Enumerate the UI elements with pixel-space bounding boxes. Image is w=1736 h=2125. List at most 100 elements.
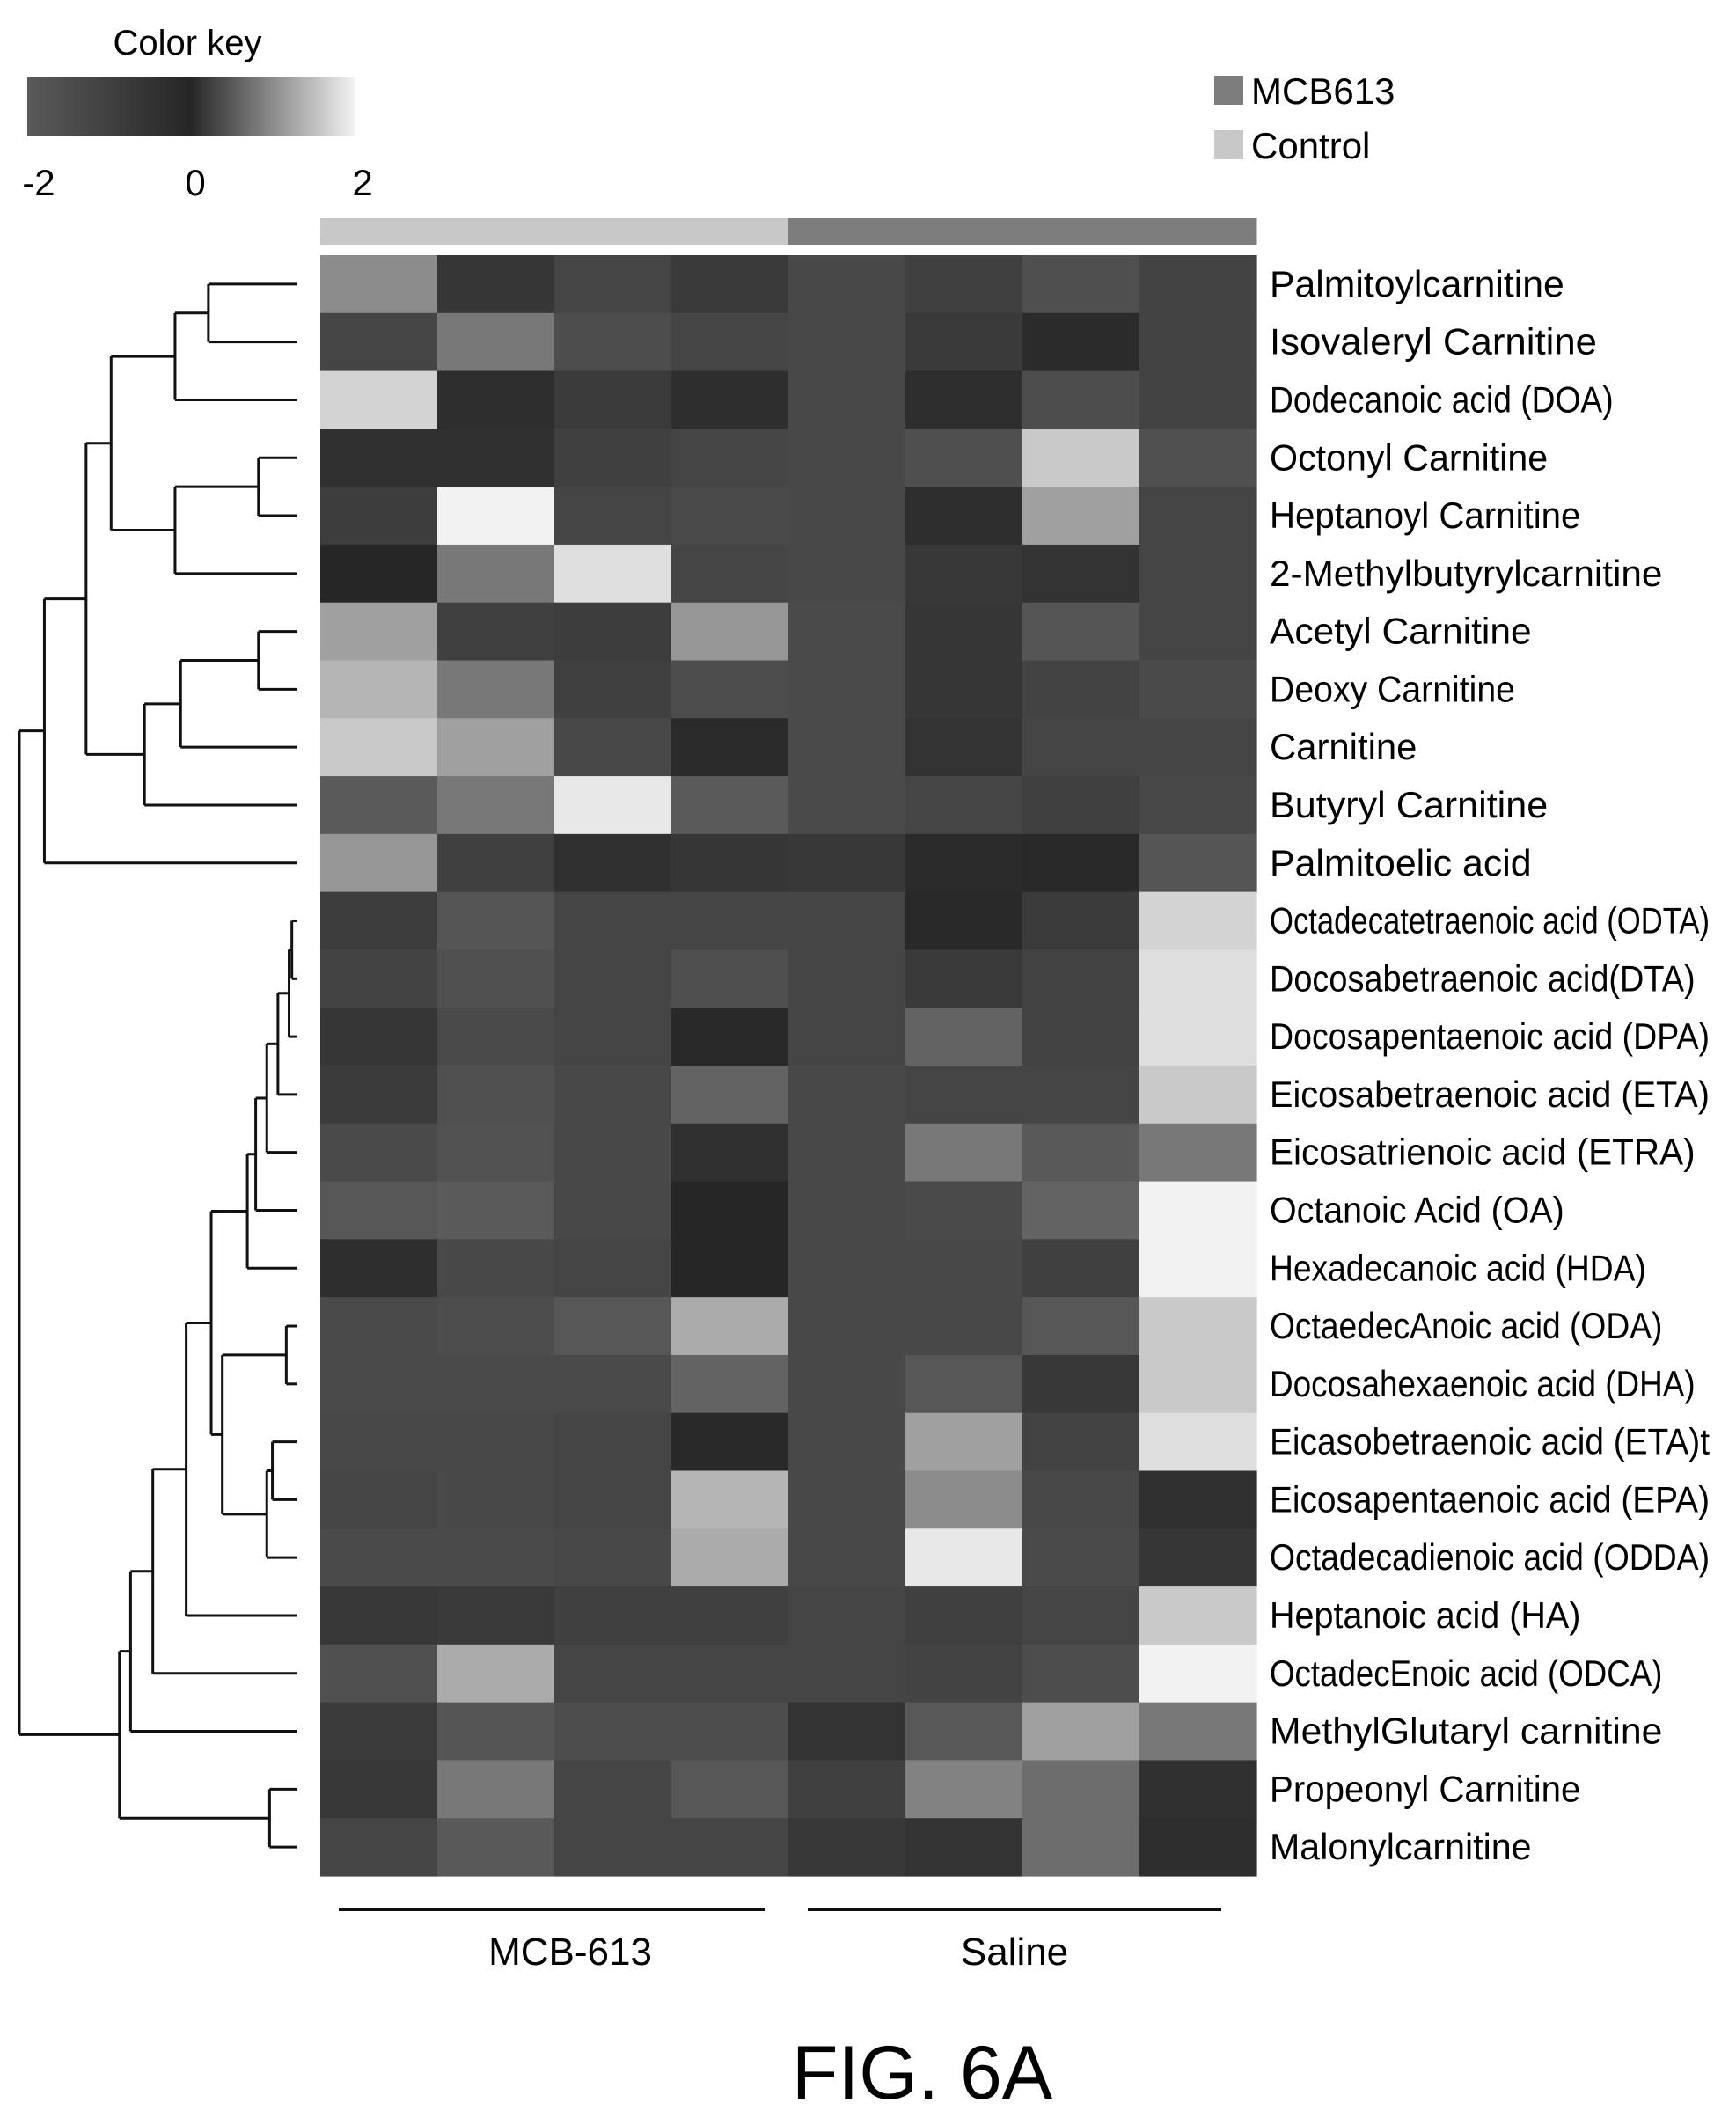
heatmap-cell	[1139, 1528, 1257, 1587]
heatmap-cell	[554, 429, 672, 487]
heatmap-cell	[1022, 949, 1140, 1008]
heatmap-cell	[554, 1586, 672, 1645]
heatmap-cell	[437, 660, 555, 719]
heatmap-cell	[320, 776, 438, 835]
row-label: Butyryl Carnitine	[1270, 784, 1548, 825]
heatmap-cell	[1139, 1008, 1257, 1066]
heatmap-cell	[1022, 1470, 1140, 1529]
heatmap-cell	[437, 370, 555, 429]
heatmap-cell	[905, 370, 1023, 429]
heatmap-cell	[905, 1066, 1023, 1125]
heatmap-cell	[320, 1181, 438, 1240]
heatmap-cell	[905, 544, 1023, 604]
row-label: Docosapentaenoic acid (DPA)	[1270, 1015, 1710, 1057]
heatmap-cell	[437, 1818, 555, 1877]
heatmap-cell	[1139, 1702, 1257, 1762]
heatmap-cell	[905, 1760, 1023, 1819]
heatmap-cell	[1139, 255, 1257, 314]
annotation-cell	[788, 218, 906, 245]
heatmap-cell	[1022, 1297, 1140, 1356]
heatmap-cell	[671, 833, 789, 893]
heatmap-cell	[671, 1644, 789, 1704]
heatmap-cell	[905, 312, 1023, 372]
heatmap-cell	[320, 1297, 438, 1356]
heatmap-cell	[671, 370, 789, 429]
heatmap-cell	[320, 1123, 438, 1183]
heatmap-cell	[1139, 602, 1257, 662]
heatmap-cell	[905, 602, 1023, 662]
heatmap-cell	[320, 1818, 438, 1877]
heatmap-cell	[554, 1818, 672, 1877]
heatmap-cell	[437, 1239, 555, 1298]
annotation-cell	[320, 218, 438, 245]
heatmap-cell	[320, 1586, 438, 1645]
heatmap-cell	[554, 833, 672, 893]
heatmap-cell	[437, 718, 555, 777]
heatmap-cell	[1139, 429, 1257, 487]
heatmap-cell	[671, 544, 789, 604]
column-annotation-bar	[320, 218, 1257, 245]
heatmap-cell	[554, 1702, 672, 1762]
heatmap-cell	[1139, 1123, 1257, 1183]
annotation-cell	[437, 218, 555, 245]
heatmap-cell	[905, 949, 1023, 1008]
heatmap-cell	[788, 370, 906, 429]
heatmap-cell	[788, 833, 906, 893]
heatmap-cell	[437, 1412, 555, 1472]
heatmap-cell	[788, 1239, 906, 1298]
row-label: MethylGlutaryl carnitine	[1270, 1711, 1662, 1752]
row-label: Propeonyl Carnitine	[1270, 1768, 1580, 1809]
row-label: Eicosapentaenoic acid (EPA)	[1270, 1478, 1710, 1520]
legend-swatch-mcb613	[1214, 76, 1243, 105]
heatmap-cell	[905, 776, 1023, 835]
heatmap-cell	[1022, 1586, 1140, 1645]
heatmap-cell	[554, 1181, 672, 1240]
heatmap-cell	[1139, 1818, 1257, 1877]
heatmap-cell	[437, 1123, 555, 1183]
heatmap-cell	[788, 1123, 906, 1183]
row-label: Hexadecanoic acid (HDA)	[1270, 1247, 1646, 1288]
heatmap-cell	[320, 891, 438, 951]
heatmap-cell	[671, 312, 789, 372]
heatmap-cell	[320, 370, 438, 429]
heatmap-cell	[1139, 312, 1257, 372]
heatmap-cell	[671, 1181, 789, 1240]
heatmap-cell	[1139, 1644, 1257, 1704]
heatmap-cell	[671, 949, 789, 1008]
heatmap-cell	[788, 1412, 906, 1472]
heatmap-cell	[320, 1412, 438, 1472]
heatmap-cell	[437, 891, 555, 951]
heatmap-cell	[671, 1123, 789, 1183]
heatmap-cell	[1139, 949, 1257, 1008]
heatmap-cell	[1022, 544, 1140, 604]
heatmap-cell	[320, 1239, 438, 1298]
heatmap-cell	[905, 1181, 1023, 1240]
row-label: Isovaleryl Carnitine	[1270, 321, 1597, 363]
heatmap-cell	[320, 1702, 438, 1762]
heatmap-cell	[554, 487, 672, 546]
row-label: Carnitine	[1270, 726, 1417, 767]
heatmap-cell	[671, 429, 789, 487]
heatmap-cell	[788, 1066, 906, 1125]
heatmap-cell	[788, 1354, 906, 1414]
heatmap-cell	[554, 776, 672, 835]
annotation-cell	[1022, 218, 1140, 245]
heatmap-cell	[788, 660, 906, 719]
heatmap-cell	[1139, 1297, 1257, 1356]
heatmap-cell	[437, 487, 555, 546]
heatmap-cell	[788, 891, 906, 951]
heatmap-cell	[554, 602, 672, 662]
heatmap-cell	[554, 1008, 672, 1066]
heatmap-cell	[905, 487, 1023, 546]
heatmap-cell	[671, 487, 789, 546]
annotation-cell	[671, 218, 789, 245]
heatmap-cell	[905, 833, 1023, 893]
heatmap-cell	[671, 718, 789, 777]
heatmap-cell	[437, 602, 555, 662]
heatmap-cell	[671, 1297, 789, 1356]
heatmap-cell	[320, 833, 438, 893]
heatmap-cell	[437, 1066, 555, 1125]
heatmap-cell	[437, 1008, 555, 1066]
heatmap-cell	[1022, 312, 1140, 372]
heatmap-cell	[437, 544, 555, 604]
